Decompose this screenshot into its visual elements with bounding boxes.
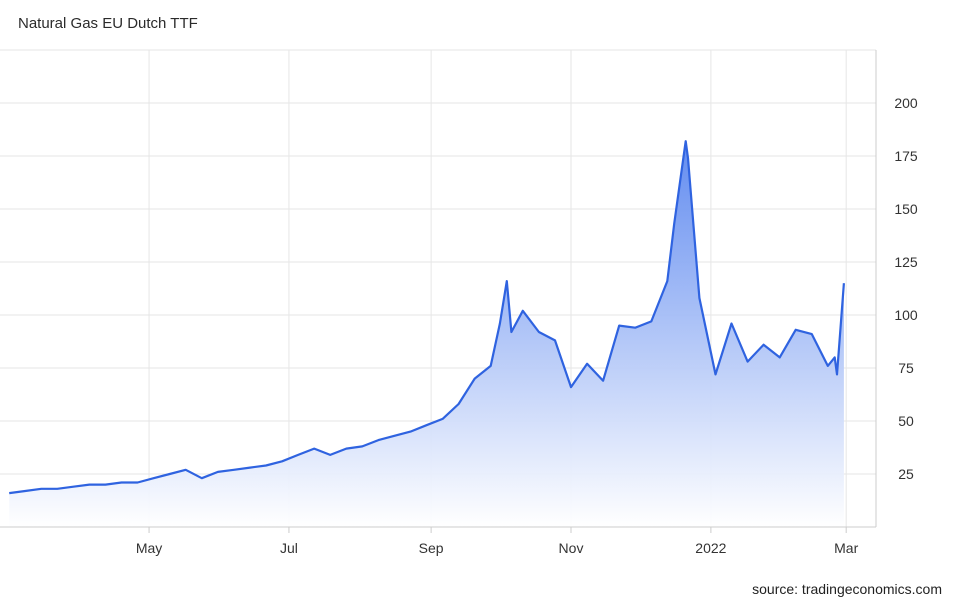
series-area-fill: [9, 141, 844, 527]
y-tick-label: 25: [898, 466, 914, 482]
y-tick-label: 200: [894, 95, 918, 111]
y-tick-label: 175: [894, 148, 918, 164]
y-axis-ticks: 25 50 75 100 125 150 175 200: [894, 95, 918, 482]
x-tick-label: 2022: [695, 540, 726, 556]
chart-title: Natural Gas EU Dutch TTF: [18, 15, 198, 32]
series-area: [9, 140, 845, 527]
series-line: [9, 140, 845, 495]
x-tick-label: Jul: [280, 540, 298, 556]
y-tick-label: 150: [894, 201, 918, 217]
source-label: source: tradingeconomics.com: [752, 581, 942, 597]
y-tick-label: 125: [894, 254, 918, 270]
y-tick-label: 100: [894, 307, 918, 323]
x-tick-label: Nov: [559, 540, 584, 556]
axes: [0, 50, 877, 528]
y-tick-label: 50: [898, 413, 914, 429]
x-tick-label: May: [136, 540, 162, 556]
x-tick-label: Mar: [834, 540, 858, 556]
x-axis-ticks: May Jul Sep Nov 2022 Mar: [136, 527, 859, 556]
x-tick-label: Sep: [419, 540, 444, 556]
y-tick-label: 75: [898, 360, 914, 376]
